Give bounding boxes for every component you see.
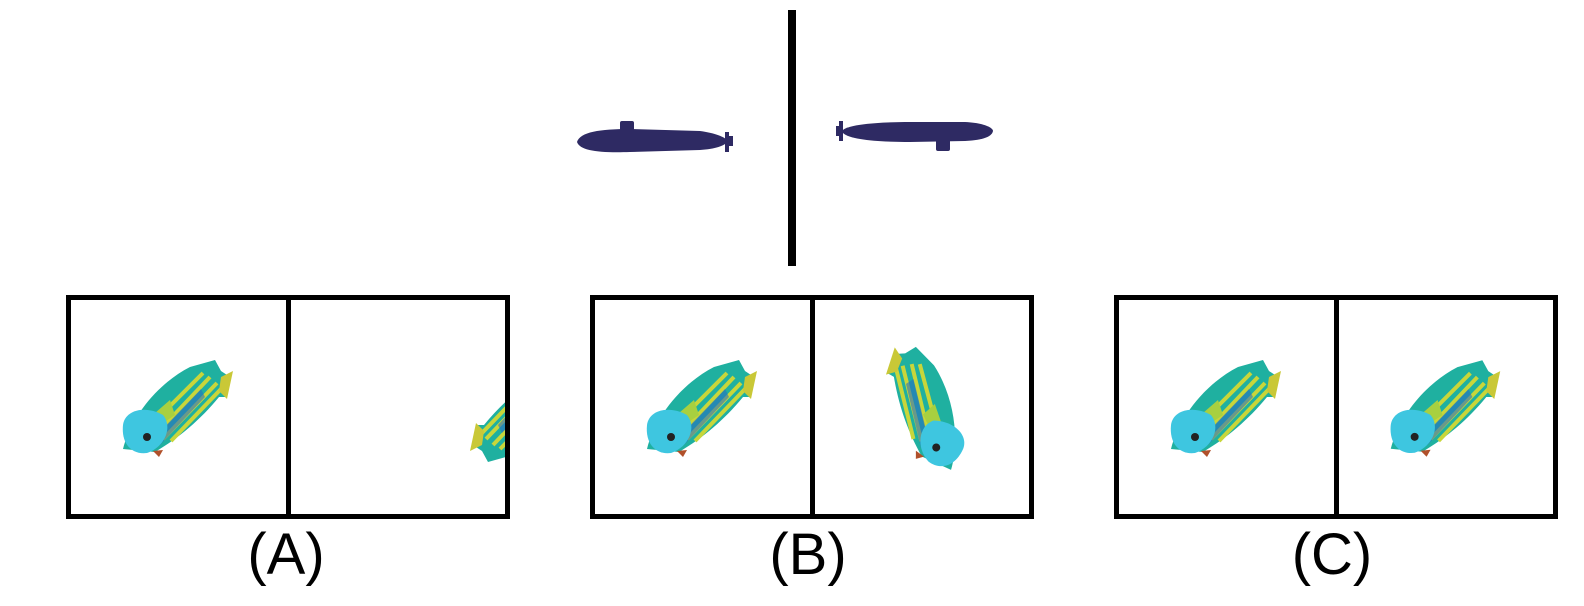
option-b-right-cell <box>815 300 1029 514</box>
option-a-left-cell <box>71 300 286 514</box>
fish-icon <box>1168 358 1283 459</box>
option-c-separator <box>1334 300 1339 514</box>
fish-icon <box>120 358 235 459</box>
option-a-label: (A) <box>247 522 325 587</box>
option-b-separator <box>810 300 815 514</box>
option-a-right-cell <box>291 300 505 514</box>
fish-icon <box>1388 358 1503 459</box>
reference-submarine-left <box>577 121 733 153</box>
option-c-right-cell <box>1339 300 1553 514</box>
reference-submarine-right <box>836 121 993 151</box>
option-a-separator <box>286 300 291 514</box>
option-c-left-cell <box>1119 300 1334 514</box>
mirror-divider <box>788 10 796 266</box>
option-b-label: (B) <box>769 522 847 587</box>
fish-rotated-icon <box>468 363 505 464</box>
submarine-icon <box>577 121 733 153</box>
fish-flipped-icon <box>849 335 998 479</box>
option-c-panel[interactable] <box>1114 295 1558 519</box>
option-b-panel[interactable] <box>590 295 1034 519</box>
fish-icon <box>644 358 759 459</box>
option-c-label: (C) <box>1291 522 1373 587</box>
submarine-mirrored-icon <box>836 121 993 151</box>
option-b-left-cell <box>595 300 810 514</box>
option-a-panel[interactable] <box>66 295 510 519</box>
